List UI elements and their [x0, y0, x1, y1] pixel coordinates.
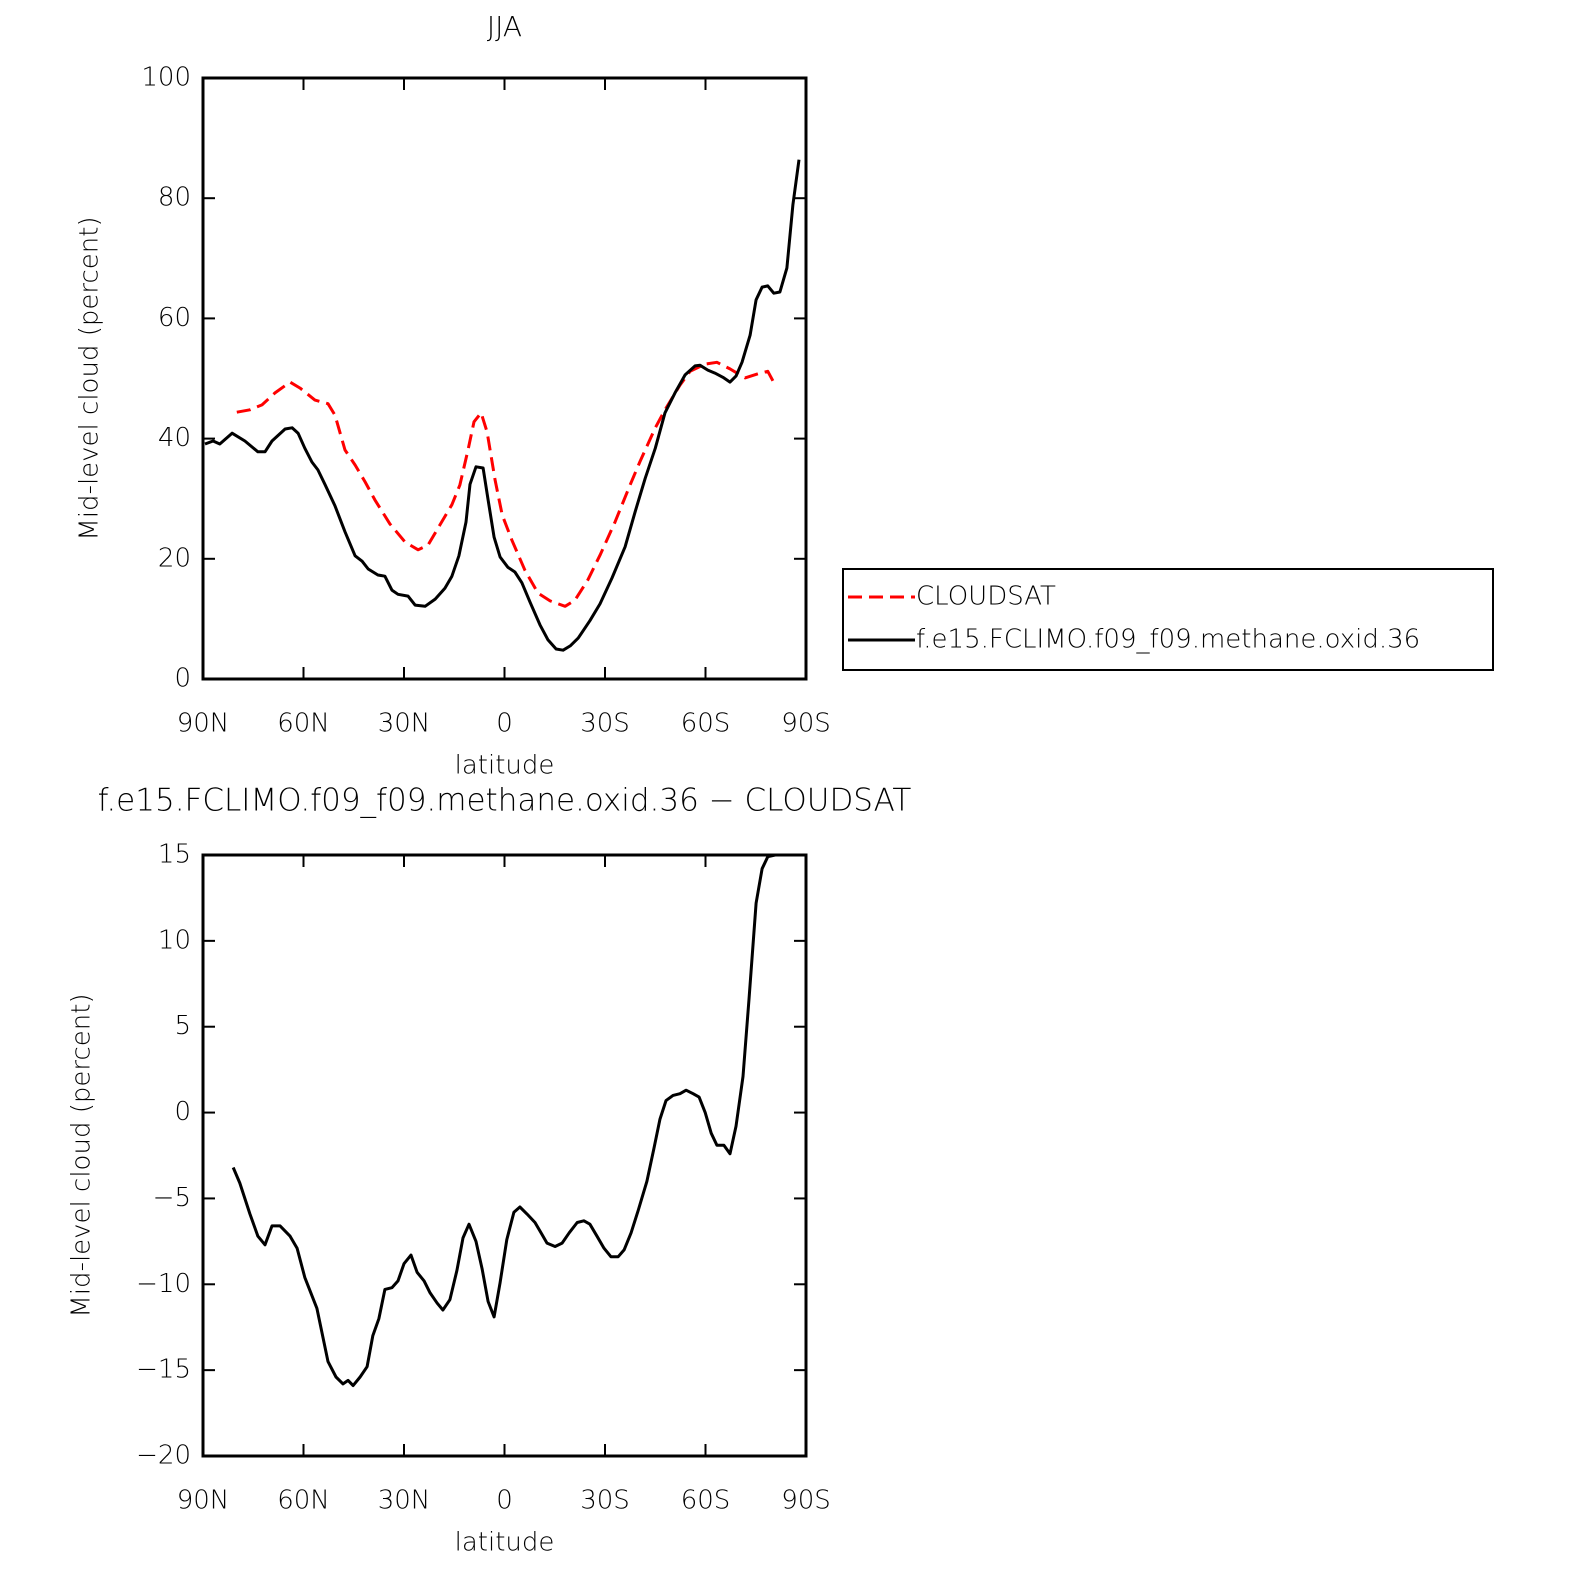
x-tick-label: 30N [378, 1486, 431, 1516]
y-tick-label: 40 [158, 423, 191, 453]
x-tick-label: 90S [781, 709, 831, 739]
y-tick-label: 0 [174, 1097, 191, 1127]
y-tick-label: −10 [136, 1269, 191, 1299]
plot-frame [201, 76, 808, 681]
x-tick-label: 30S [580, 709, 630, 739]
series-line [231, 853, 776, 1388]
y-tick-label: −15 [136, 1355, 191, 1385]
legend-label: f.e15.FCLIMO.f09_f09.methane.oxid.36 [916, 625, 1420, 655]
y-tick-label: 100 [141, 63, 191, 93]
x-tick-label: 60S [681, 1486, 731, 1516]
x-tick-label: 90N [177, 1486, 230, 1516]
y-tick-label: 60 [158, 303, 191, 333]
chart-title: JJA [487, 10, 522, 43]
x-tick-label: 60N [277, 709, 330, 739]
series-line [236, 360, 777, 608]
y-tick-label: 15 [158, 840, 191, 870]
y-tick-label: 5 [174, 1011, 191, 1041]
x-tick-label: 0 [496, 1486, 513, 1516]
y-tick-label: −5 [153, 1183, 191, 1213]
y-tick-label: 80 [158, 183, 191, 213]
x-tick-label: 90N [177, 709, 230, 739]
x-axis-label: latitude [455, 751, 555, 781]
y-tick-label: −20 [136, 1441, 191, 1471]
x-tick-label: 60S [681, 709, 731, 739]
legend-label: CLOUDSAT [916, 582, 1056, 612]
x-tick-label: 30S [580, 1486, 630, 1516]
x-tick-label: 30N [378, 709, 431, 739]
x-tick-label: 90S [781, 1486, 831, 1516]
y-axis-label: Mid-level cloud (percent) [67, 993, 97, 1317]
y-tick-label: 10 [158, 925, 191, 955]
legend-box [842, 568, 1494, 671]
x-tick-label: 0 [496, 709, 513, 739]
y-tick-label: 20 [158, 543, 191, 573]
y-axis-label: Mid-level cloud (percent) [75, 216, 105, 540]
plot-frame [201, 853, 808, 1458]
chart-title: f.e15.FCLIMO.f09_f09.methane.oxid.36 − C… [98, 783, 912, 819]
x-tick-label: 60N [277, 1486, 330, 1516]
series-line [204, 159, 801, 652]
x-axis-label: latitude [455, 1528, 555, 1558]
y-tick-label: 0 [174, 664, 191, 694]
